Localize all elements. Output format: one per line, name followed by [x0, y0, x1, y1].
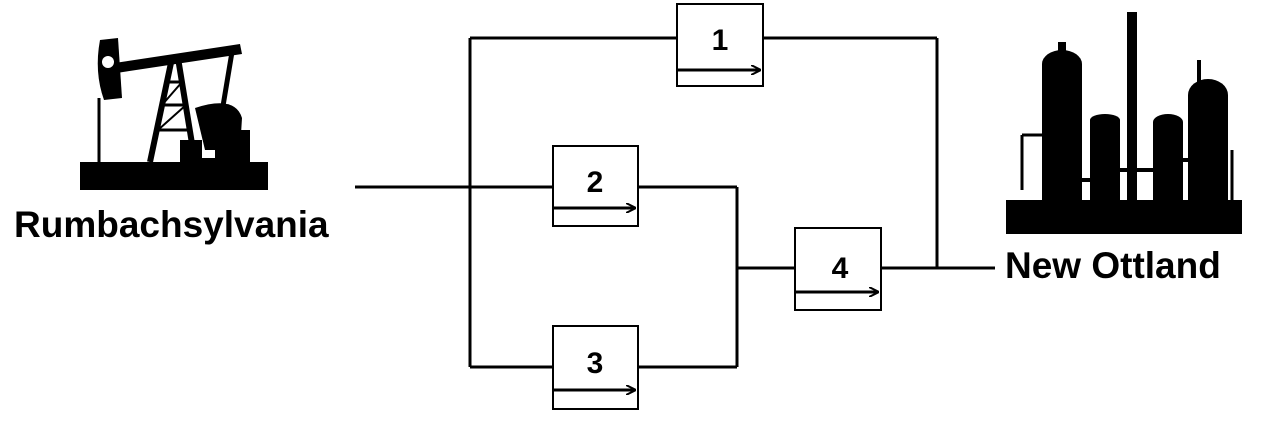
source-city-label: Rumbachsylvania: [14, 204, 329, 245]
destination-city-label: New Ottland: [1005, 245, 1221, 286]
pipeline-box-4: 4: [794, 227, 882, 311]
oil-pump-jack-icon: [80, 38, 268, 190]
pipeline-lines: [355, 36, 995, 369]
pipeline-label-3: 3: [587, 347, 604, 380]
refinery-icon: [1006, 12, 1242, 234]
pipeline-box-2: 2: [552, 145, 639, 227]
pipeline-label-2: 2: [587, 166, 604, 199]
pipeline-box-3: 3: [552, 325, 639, 410]
pipeline-box-1: 1: [676, 3, 764, 87]
pipeline-label-1: 1: [712, 24, 729, 57]
pipeline-label-4: 4: [832, 252, 849, 285]
